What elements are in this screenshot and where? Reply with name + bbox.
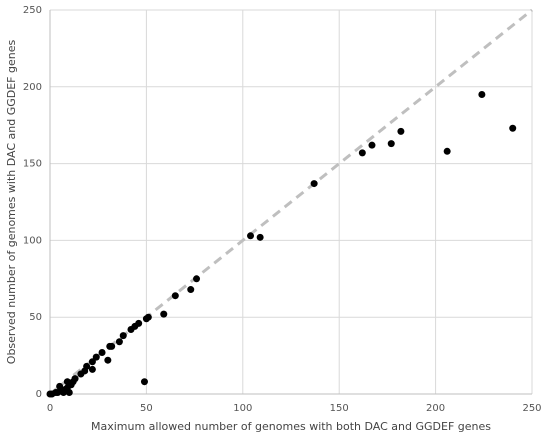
y-tick-label: 150: [23, 159, 42, 170]
point: [443, 147, 451, 155]
y-tick-label: 100: [23, 235, 42, 246]
point: [187, 286, 195, 294]
point: [142, 315, 150, 323]
point: [247, 232, 255, 240]
point: [106, 342, 114, 350]
point: [104, 356, 112, 364]
x-tick-label: 0: [47, 403, 53, 414]
point: [119, 332, 127, 340]
y-tick-label: 50: [29, 312, 42, 323]
point: [46, 390, 54, 398]
point: [140, 378, 148, 386]
point: [368, 141, 376, 149]
point: [92, 353, 100, 361]
point: [256, 233, 264, 241]
y-tick-label: 250: [23, 5, 42, 16]
y-tick-label: 200: [23, 82, 42, 93]
x-tick-label: 50: [140, 403, 153, 414]
x-tick-label: 200: [426, 403, 445, 414]
y-axis-title: Observed number of genomes with DAC and …: [5, 40, 18, 365]
point: [88, 358, 96, 366]
x-tick-label: 150: [330, 403, 349, 414]
x-tick-label: 250: [522, 403, 541, 414]
x-tick-label: 100: [233, 403, 252, 414]
diagonal-line: [49, 8, 533, 396]
point: [63, 378, 71, 386]
point: [171, 292, 179, 300]
point: [77, 370, 85, 378]
point: [310, 180, 318, 188]
point: [127, 325, 135, 333]
point: [88, 365, 96, 373]
point: [397, 127, 405, 135]
point: [65, 388, 73, 396]
y-tick-label: 0: [36, 389, 42, 400]
point: [98, 349, 106, 357]
point: [193, 275, 201, 283]
point: [478, 90, 486, 98]
point: [115, 338, 123, 346]
x-axis-title: Maximum allowed number of genomes with b…: [91, 420, 491, 433]
point: [56, 382, 64, 390]
point: [59, 388, 67, 396]
point: [509, 124, 517, 132]
point: [358, 149, 366, 157]
point: [387, 140, 395, 148]
point: [160, 310, 168, 318]
